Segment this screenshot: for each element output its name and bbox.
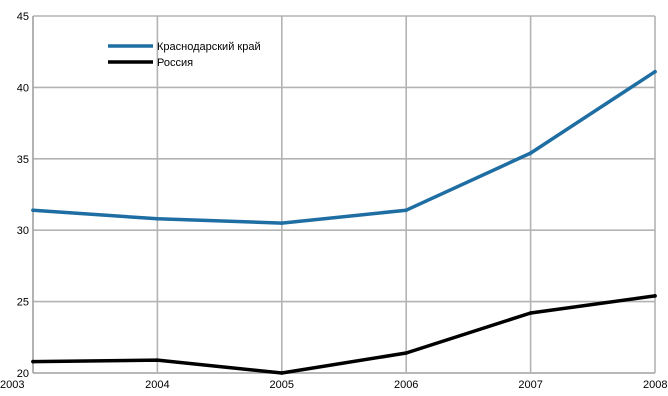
x-axis: 2003 2004 2005 2006 2007 2008 [0,379,667,391]
y-tick-label: 45 [17,11,29,23]
x-tick-label: 2008 [643,379,667,391]
data-point [280,371,284,375]
data-point [155,216,160,221]
y-tick-label: 40 [17,82,29,94]
grid [32,15,656,374]
series-line-1 [31,69,657,225]
data-point [404,208,409,213]
legend-label: Россия [157,57,193,69]
x-tick-label: 2004 [145,379,169,391]
legend-label: Краснодарский край [157,41,261,53]
y-tick-label: 20 [17,368,29,380]
data-point [528,151,533,155]
legend: Краснодарский край Россия [108,41,261,69]
x-tick-label: 2003 [0,379,24,391]
data-point [653,69,657,74]
data-point [653,294,657,298]
x-tick-label: 2007 [518,379,542,391]
y-tick-label: 30 [17,225,29,237]
y-tick-label: 25 [17,297,29,309]
x-tick-label: 2006 [394,379,418,391]
data-point [31,359,35,364]
data-point [155,358,160,362]
y-tick-label: 35 [17,154,29,166]
series-line-2 [31,294,657,375]
data-point [31,208,35,213]
y-axis: 20 25 30 35 40 45 [17,11,29,380]
series-layer [31,69,657,375]
data-point [280,221,284,225]
x-tick-label: 2005 [270,379,294,391]
data-point [528,311,533,315]
data-point [404,351,409,355]
